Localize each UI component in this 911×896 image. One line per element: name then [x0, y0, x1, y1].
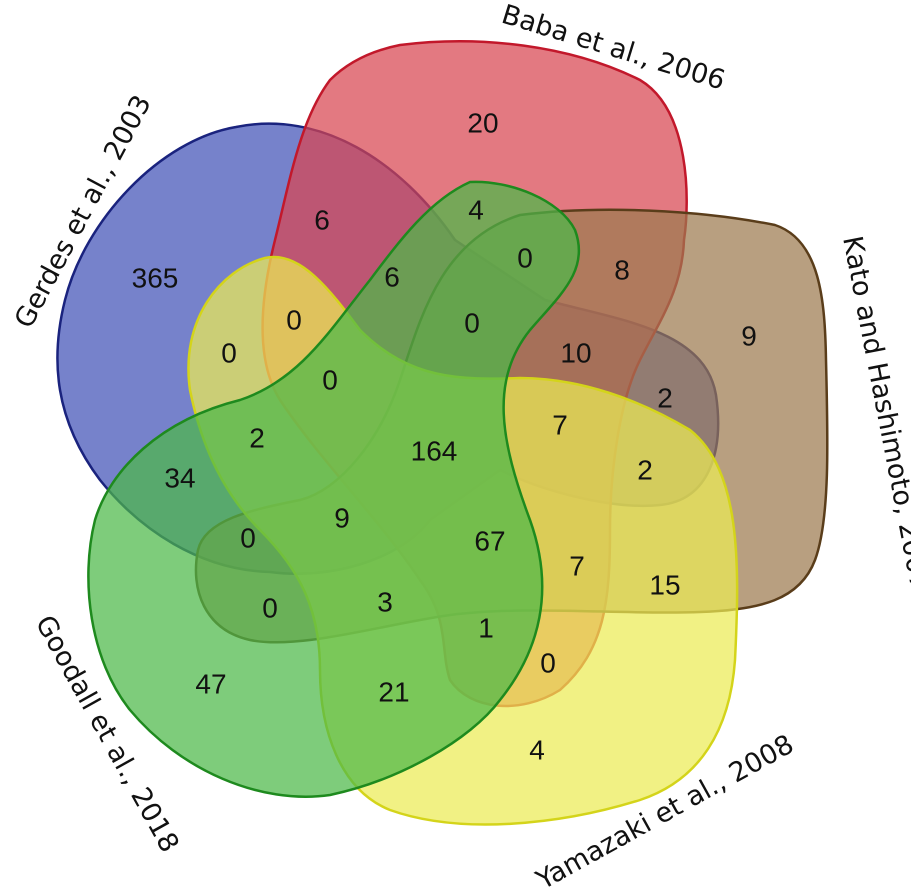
count-yamazaki-goodall: 21 — [378, 676, 409, 707]
count-gerdes-baba-goodall: 6 — [384, 261, 400, 292]
count-gerdes-goodall: 34 — [164, 462, 195, 493]
count-gerdes-only: 365 — [132, 262, 179, 293]
count-baba-yamazaki-goodall: 1 — [478, 612, 494, 643]
count-gerdes-kato-yamazaki: 2 — [637, 454, 653, 485]
count-gerdes-baba: 6 — [314, 204, 330, 235]
count-gerdes-baba-yamazaki: 0 — [286, 304, 302, 335]
set-label-kato: Kato and Hashimoto, 2007 — [836, 233, 911, 592]
count-goodall-only: 47 — [195, 668, 226, 699]
count-yamazaki-only: 4 — [529, 734, 545, 765]
count-kato-only: 9 — [741, 320, 757, 351]
count-gerdes-yamazaki-goodall-kato: 9 — [334, 502, 350, 533]
count-yamazaki-goodall-kato: 3 — [377, 586, 393, 617]
count-gerdes-baba-goodall-kato: 0 — [464, 307, 480, 338]
count-gerdes-goodall-kato: 0 — [240, 522, 256, 553]
count-gerdes-kato: 2 — [657, 382, 673, 413]
count-baba-goodall: 4 — [468, 194, 484, 225]
count-gerdes-baba-yamazaki-goodall: 0 — [322, 364, 338, 395]
count-gerdes-yamazaki-goodall: 2 — [249, 422, 265, 453]
count-baba-kato-yamazaki: 7 — [569, 550, 585, 581]
count-gerdes-baba-kato: 10 — [560, 337, 591, 368]
count-gerdes-yamazaki: 0 — [221, 337, 237, 368]
count-goodall-kato: 0 — [262, 592, 278, 623]
count-baba-yamazaki-goodall-kato: 67 — [474, 525, 505, 556]
count-baba-yamazaki: 0 — [540, 647, 556, 678]
count-kato-yamazaki: 15 — [649, 569, 680, 600]
count-baba-kato: 8 — [614, 254, 630, 285]
count-baba-goodall-kato: 0 — [517, 242, 533, 273]
count-gerdes-baba-kato-yamazaki: 7 — [552, 409, 568, 440]
set-goodall-shape — [87, 180, 581, 798]
count-all: 164 — [411, 435, 458, 466]
count-baba-only: 20 — [467, 107, 498, 138]
